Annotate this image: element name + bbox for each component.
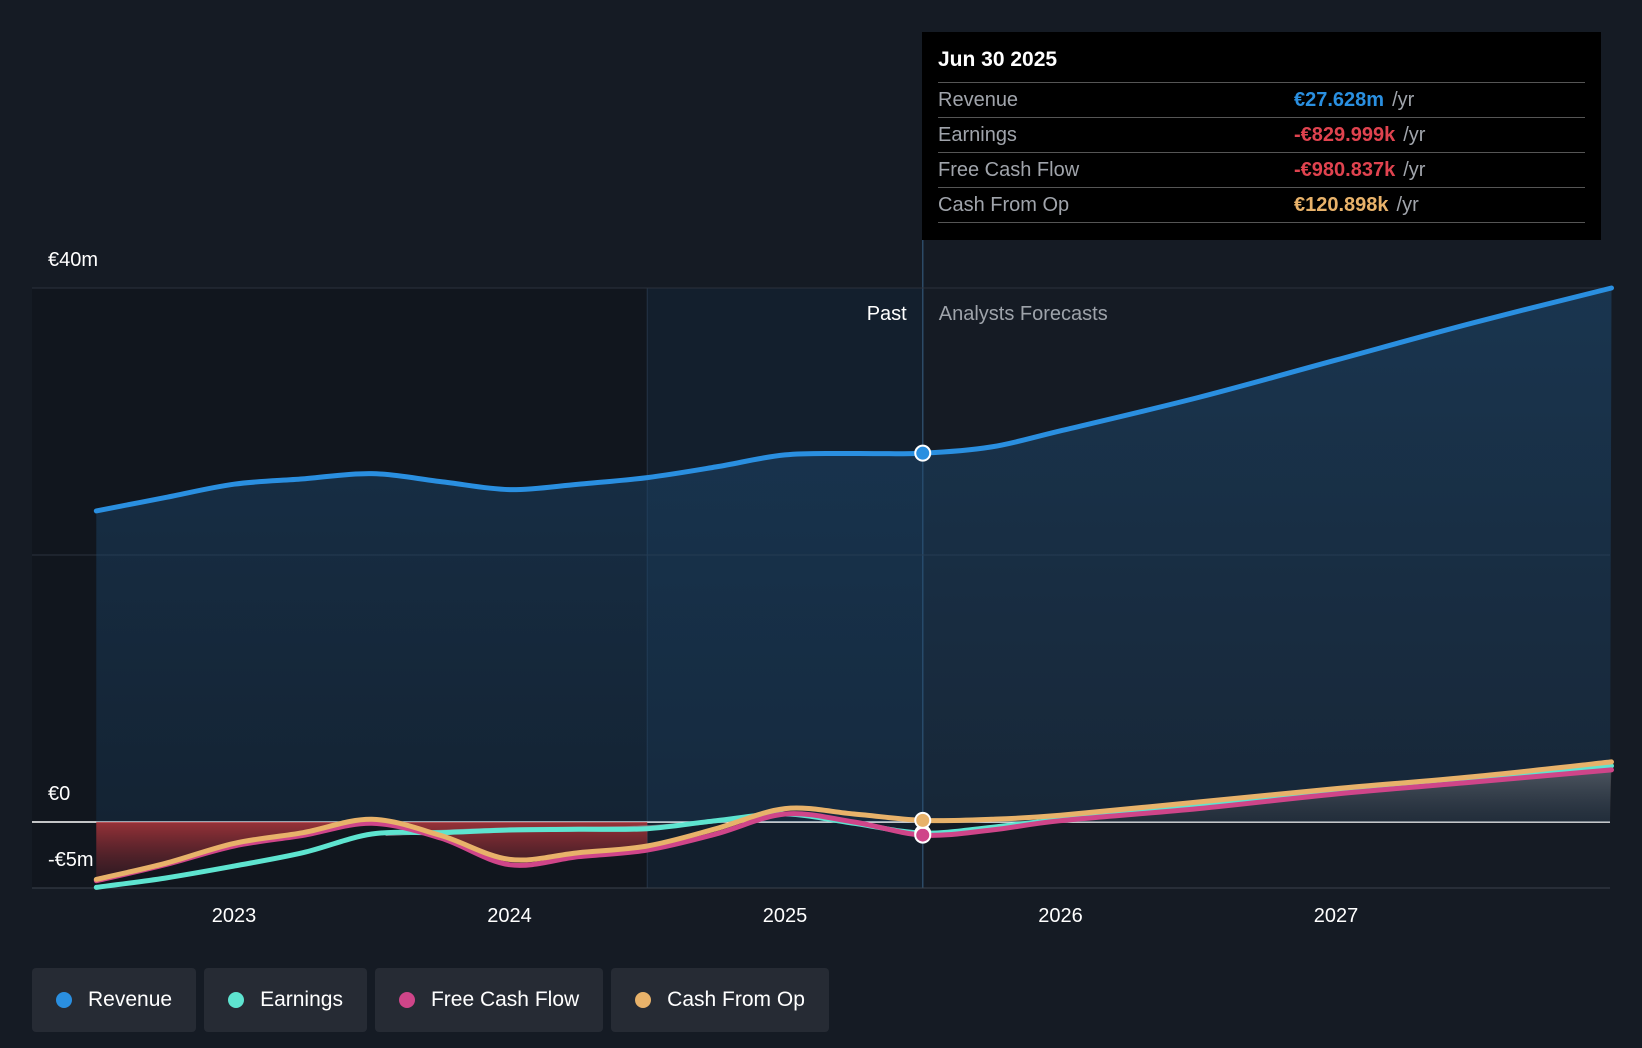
tooltip-row-name: Revenue: [938, 88, 1019, 111]
cash-from-op-line: [93, 759, 1614, 882]
tooltip-row-name: Earnings: [938, 123, 1017, 146]
legend-item-cash-from-op[interactable]: Cash From Op: [611, 968, 829, 1032]
revenue-marker: [914, 444, 932, 462]
revenue-line: [93, 285, 1614, 514]
y-tick-label: €0: [48, 783, 70, 805]
legend-label: Revenue: [88, 988, 173, 1011]
tooltip-row-value: -€829.999k: [1294, 123, 1396, 146]
x-tick-label: 2025: [763, 905, 808, 927]
legend-item-earnings[interactable]: Earnings: [204, 968, 367, 1032]
series-lines: [93, 285, 1614, 890]
legend: Revenue Earnings Free Cash Flow Cash Fro…: [32, 968, 829, 1032]
tooltip-row-free-cash-flow: Free Cash Flow -€980.837k /yr: [938, 153, 1585, 188]
tooltip-row-revenue: Revenue €27.628m /yr: [938, 83, 1585, 118]
hover-markers: [914, 444, 932, 844]
past-label: Past: [867, 303, 907, 325]
axis-labels: €40m €0 -€5m 2023 2024 2025 2026 2027 Past Analys…: [48, 249, 1358, 927]
x-tick-label: 2023: [212, 905, 257, 927]
tooltip-row-unit: /yr: [1396, 193, 1419, 216]
tooltip-row-value: -€980.837k: [1294, 158, 1396, 181]
forecast-label: Analysts Forecasts: [939, 303, 1108, 325]
tooltip-row-unit: /yr: [1403, 123, 1426, 146]
x-tick-label: 2026: [1038, 905, 1083, 927]
tooltip-row-name: Free Cash Flow: [938, 158, 1080, 181]
tooltip-date: Jun 30 2025: [938, 46, 1585, 83]
tooltip-row-name: Cash From Op: [938, 193, 1070, 216]
free-cash-flow-line: [93, 767, 1614, 884]
revenue-area: [96, 288, 1612, 822]
legend-item-free-cash-flow[interactable]: Free Cash Flow: [374, 968, 604, 1032]
tooltip-row-cash-from-op: Cash From Op €120.898k /yr: [938, 188, 1585, 223]
tooltip-row-earnings: Earnings -€829.999k /yr: [938, 118, 1585, 153]
legend-label: Cash From Op: [667, 988, 805, 1011]
tooltip-row-unit: /yr: [1392, 88, 1415, 111]
legend-label: Earnings: [260, 988, 343, 1011]
legend-dot-icon: [228, 992, 245, 1008]
legend-dot-icon: [398, 992, 415, 1008]
x-tick-label: 2027: [1314, 905, 1359, 927]
tooltip-row-value: €27.628m: [1294, 88, 1385, 111]
y-tick-label: -€5m: [48, 849, 94, 871]
negative-area: [96, 821, 648, 880]
legend-dot-icon: [635, 992, 652, 1008]
tooltip-row-value: €120.898k: [1294, 193, 1389, 216]
x-tick-label: 2024: [487, 905, 532, 927]
cash-from-op-marker: [914, 811, 932, 829]
legend-dot-icon: [56, 992, 72, 1008]
legend-item-revenue[interactable]: Revenue: [32, 968, 197, 1032]
y-tick-label: €40m: [48, 249, 98, 271]
legend-label: Free Cash Flow: [430, 988, 580, 1011]
tooltip-row-unit: /yr: [1403, 158, 1426, 181]
free-cash-flow-marker: [914, 826, 932, 844]
tooltip: Jun 30 2025 Revenue €27.628m /yr Earning…: [922, 32, 1601, 240]
